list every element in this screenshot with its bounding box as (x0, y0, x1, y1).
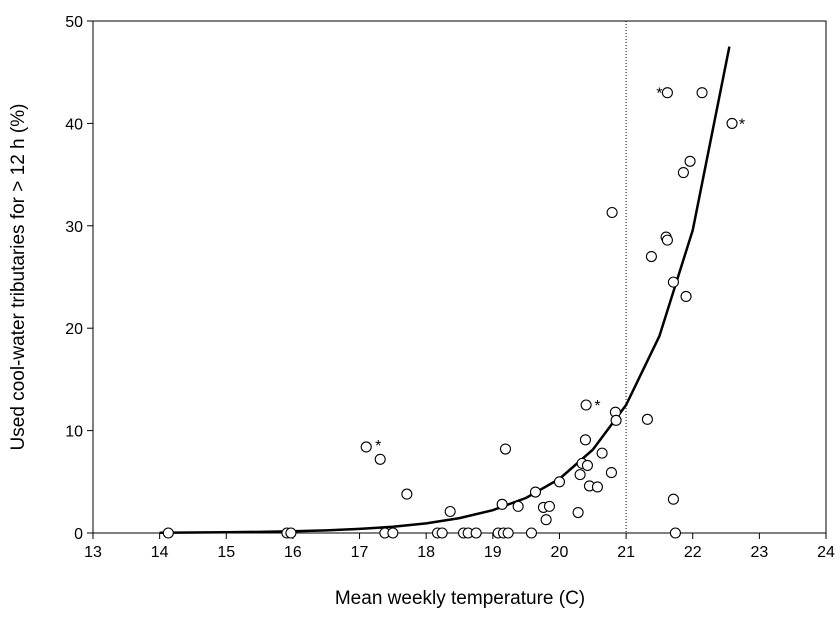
data-point (543, 500, 556, 512)
data-point (667, 493, 679, 505)
data-point (606, 206, 618, 219)
data-point (374, 453, 386, 465)
data-point (360, 441, 372, 453)
data-point (436, 527, 448, 539)
y-tick-label: 20 (65, 321, 83, 338)
data-point (540, 514, 552, 526)
data-point (581, 459, 593, 471)
data-point (684, 155, 696, 167)
fit-curve (159, 46, 731, 534)
annotation: * (656, 86, 662, 103)
data-point (387, 527, 399, 539)
data-point (553, 476, 566, 488)
x-tick-label: 13 (84, 544, 102, 561)
data-point (580, 399, 592, 411)
annotation: * (375, 438, 381, 455)
x-tick-label: 19 (484, 544, 502, 561)
x-tick-label: 20 (551, 544, 569, 561)
data-point (470, 527, 482, 539)
x-tick-label: 22 (684, 544, 702, 561)
annotation: * (594, 398, 600, 415)
data-point (285, 527, 297, 539)
data-point (669, 527, 681, 539)
x-tick-label: 18 (417, 544, 435, 561)
data-point (401, 488, 413, 500)
data-point (696, 87, 708, 99)
data-point (162, 527, 174, 539)
x-tick-label: 16 (284, 544, 302, 561)
x-tick-label: 24 (817, 544, 835, 561)
data-point (645, 250, 657, 263)
x-tick-label: 17 (351, 544, 369, 561)
data-point (661, 87, 673, 99)
y-tick-label: 40 (65, 116, 83, 133)
y-tick-label: 10 (65, 424, 83, 441)
y-tick-label: 50 (65, 14, 83, 31)
data-point (579, 434, 591, 446)
data-point (591, 481, 603, 493)
data-point (444, 505, 456, 518)
data-point (596, 447, 608, 459)
x-tick-label: 14 (151, 544, 169, 561)
x-tick-label: 15 (217, 544, 235, 561)
data-point (502, 527, 514, 539)
data-point (605, 467, 617, 479)
annotation: * (739, 116, 745, 133)
plot-frame (92, 20, 827, 534)
data-point (512, 500, 524, 512)
data-point (726, 117, 738, 129)
data-point (680, 290, 692, 303)
data-point (574, 469, 586, 481)
x-tick-label: 21 (617, 544, 635, 561)
data-point (496, 498, 508, 510)
data-point (525, 527, 538, 539)
x-axis-label: Mean weekly temperature (C) (335, 588, 585, 609)
data-point (499, 443, 512, 455)
data-point (677, 167, 689, 179)
x-tick-label: 23 (750, 544, 768, 561)
y-axis-label: Used cool-water tributaries for > 12 h (… (8, 104, 29, 451)
data-point (572, 506, 584, 519)
data-point (641, 413, 653, 425)
data-point (529, 486, 542, 498)
y-tick-label: 0 (74, 526, 83, 543)
data-point (661, 234, 673, 246)
data-point (667, 276, 679, 288)
y-tick-label: 30 (65, 219, 83, 236)
data-point (610, 414, 622, 426)
